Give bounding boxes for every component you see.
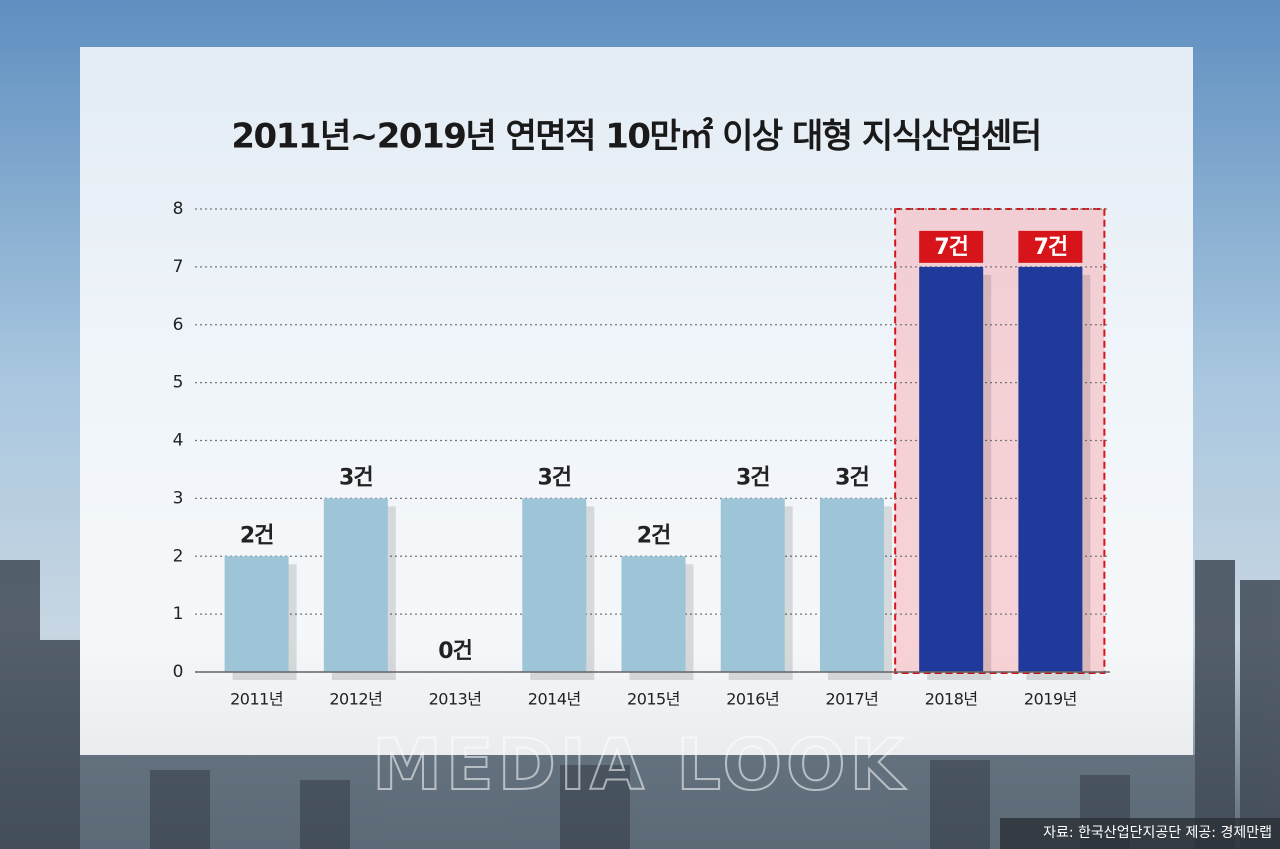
value-label: 2건 xyxy=(240,523,274,548)
value-label: 0건 xyxy=(438,639,472,664)
value-label: 7건 xyxy=(934,235,968,260)
bar xyxy=(323,498,388,672)
bar xyxy=(1018,266,1083,672)
x-tick-label: 2018년 xyxy=(925,690,978,709)
city-silhouette xyxy=(0,560,1280,849)
value-label: 7건 xyxy=(1034,235,1068,260)
x-tick-label: 2015년 xyxy=(627,690,680,709)
y-tick-label: 0 xyxy=(173,662,184,682)
x-tick-label: 2014년 xyxy=(528,690,581,709)
chart-title: 2011년~2019년 연면적 10만㎡ 이상 대형 지식산업센터 xyxy=(231,117,1040,157)
value-label-box xyxy=(1018,230,1083,263)
y-tick-label: 3 xyxy=(173,488,184,508)
y-tick-label: 4 xyxy=(173,431,184,451)
plot: 0 1 2 3 4 5 6 7 8 2011년 2건 2012년 3건 2013년 0건 2014년 3건 201… xyxy=(173,199,1110,709)
bar xyxy=(621,556,686,672)
y-tick-label: 6 xyxy=(173,315,184,335)
bar xyxy=(819,498,884,672)
y-tick-label: 8 xyxy=(173,199,184,219)
bar xyxy=(522,498,587,672)
y-tick-label: 1 xyxy=(173,604,184,624)
x-tick-label: 2016년 xyxy=(726,690,779,709)
y-tick-label: 5 xyxy=(173,373,184,393)
y-tick-label: 2 xyxy=(173,546,184,566)
bar xyxy=(720,498,785,672)
bar xyxy=(919,266,984,672)
x-tick-label: 2011년 xyxy=(230,690,283,709)
source-bg xyxy=(1000,818,1280,849)
x-tick-label: 2019년 xyxy=(1024,690,1077,709)
x-tick-label: 2013년 xyxy=(429,690,482,709)
source: 자료: 한국산업단지공단 제공: 경제만랩 xyxy=(1043,825,1272,841)
value-label-box xyxy=(919,230,984,263)
value-label: 3건 xyxy=(736,465,770,490)
watermark: MEDIA LOOK xyxy=(372,724,908,806)
value-label: 3건 xyxy=(339,465,373,490)
value-label: 3건 xyxy=(537,465,571,490)
x-tick-label: 2012년 xyxy=(329,690,382,709)
value-label: 2건 xyxy=(637,523,671,548)
value-label: 3건 xyxy=(835,465,869,490)
y-tick-label: 7 xyxy=(173,257,184,277)
bar xyxy=(224,556,289,672)
x-tick-label: 2017년 xyxy=(825,690,878,709)
